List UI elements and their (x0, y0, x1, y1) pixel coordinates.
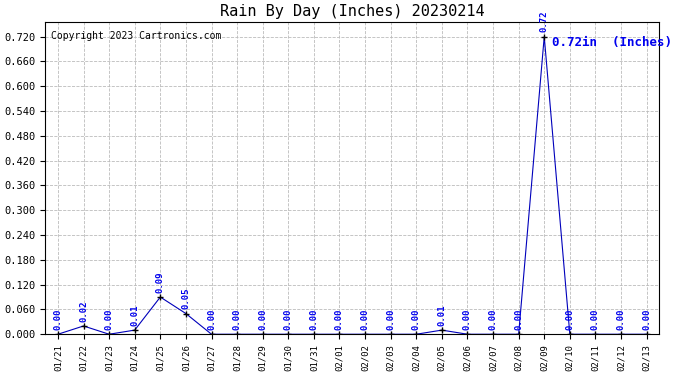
Text: 0.01: 0.01 (130, 304, 139, 326)
Text: 0.00: 0.00 (258, 309, 267, 330)
Text: 0.00: 0.00 (309, 309, 318, 330)
Text: 0.00: 0.00 (207, 309, 216, 330)
Text: 0.00: 0.00 (105, 309, 114, 330)
Text: 0.00: 0.00 (53, 309, 62, 330)
Text: 0.01: 0.01 (437, 304, 446, 326)
Text: 0.72: 0.72 (540, 11, 549, 32)
Text: 0.00: 0.00 (617, 309, 626, 330)
Text: 0.02: 0.02 (79, 300, 88, 322)
Text: 0.00: 0.00 (463, 309, 472, 330)
Text: 0.00: 0.00 (233, 309, 241, 330)
Text: Copyright 2023 Cartronics.com: Copyright 2023 Cartronics.com (51, 31, 221, 41)
Text: 0.00: 0.00 (514, 309, 523, 330)
Text: 0.00: 0.00 (565, 309, 574, 330)
Text: 0.00: 0.00 (489, 309, 497, 330)
Text: 0.00: 0.00 (284, 309, 293, 330)
Text: 0.00: 0.00 (412, 309, 421, 330)
Text: 0.72in  (Inches): 0.72in (Inches) (552, 36, 672, 48)
Text: 0.00: 0.00 (386, 309, 395, 330)
Text: 0.00: 0.00 (335, 309, 344, 330)
Text: 0.09: 0.09 (156, 272, 165, 293)
Title: Rain By Day (Inches) 20230214: Rain By Day (Inches) 20230214 (220, 4, 484, 19)
Text: 0.05: 0.05 (181, 288, 190, 309)
Text: 0.00: 0.00 (591, 309, 600, 330)
Text: 0.00: 0.00 (361, 309, 370, 330)
Text: 0.00: 0.00 (642, 309, 651, 330)
